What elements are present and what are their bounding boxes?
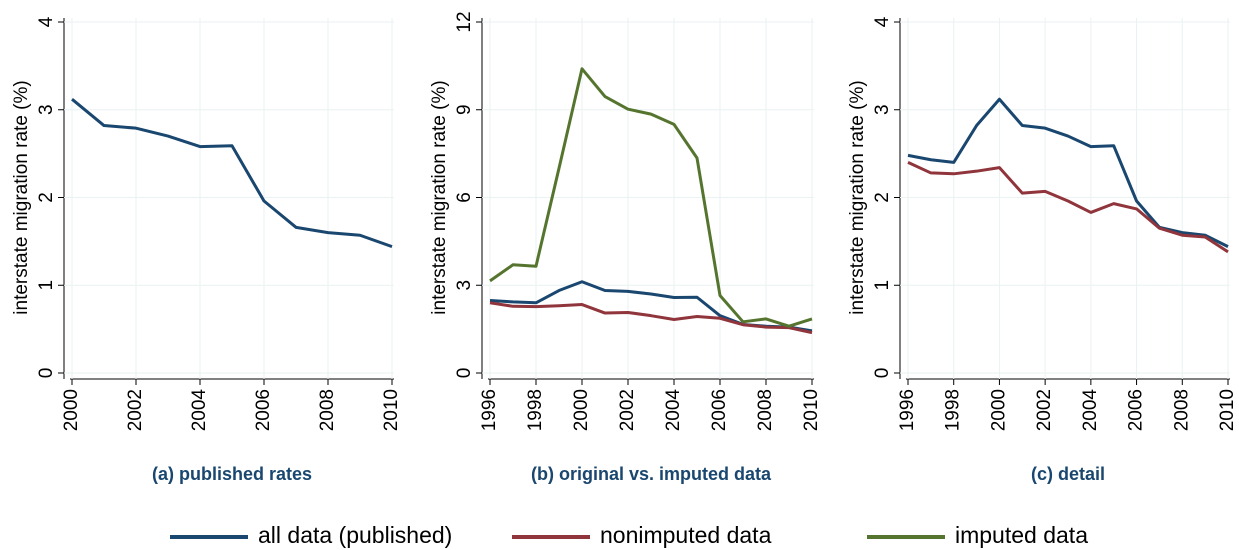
x-tick-label: 2010 [1217,389,1238,431]
x-tick-label: 1998 [943,389,964,431]
x-tick-label: 2004 [663,389,684,432]
x-tick-label: 2010 [381,389,402,431]
y-tick-label: 0 [454,368,475,379]
y-tick-label: 3 [454,280,475,291]
x-tick-label: 2000 [61,389,82,431]
x-tick-label: 2006 [253,389,274,431]
x-tick-label: 2002 [617,389,638,431]
x-tick-label: 1996 [479,389,500,431]
chart-title: (a) published rates [152,464,312,484]
y-tick-label: 1 [36,280,57,291]
x-tick-label: 1996 [897,389,918,431]
y-tick-label: 3 [872,104,893,115]
x-tick-label: 2002 [125,389,146,431]
x-tick-label: 1998 [525,389,546,431]
x-tick-label: 2006 [709,389,730,431]
chart-title: (c) detail [1031,464,1105,484]
line [71,98,393,249]
y-tick-label: 2 [36,192,57,203]
line [907,161,1229,254]
y-axis-label: interstate migration rate (%) [847,80,868,314]
x-tick-label: 2004 [189,389,210,432]
y-tick-label: 0 [36,368,57,379]
x-tick-label: 2008 [755,389,776,431]
y-tick-label: 3 [36,104,57,115]
legend-label: nonimputed data [600,522,772,548]
legend-label: all data (published) [258,522,452,548]
y-tick-label: 4 [872,16,893,27]
y-tick-label: 1 [872,280,893,291]
x-tick-label: 2010 [801,389,822,431]
x-tick-label: 2000 [988,389,1009,431]
x-tick-label: 2004 [1080,389,1101,432]
line [489,67,813,328]
y-tick-label: 9 [454,104,475,115]
y-tick-label: 12 [454,11,475,32]
y-tick-label: 0 [872,368,893,379]
line [907,97,1229,248]
chart-title: (b) original vs. imputed data [531,464,772,484]
x-tick-label: 2008 [1171,389,1192,431]
y-axis-label: interstate migration rate (%) [429,80,450,314]
x-tick-label: 2006 [1126,389,1147,431]
y-axis-label: interstate migration rate (%) [11,80,32,314]
line [489,301,813,335]
y-tick-label: 2 [872,192,893,203]
legend-label: imputed data [955,522,1088,548]
x-tick-label: 2008 [317,389,338,431]
x-tick-label: 2002 [1034,389,1055,431]
y-tick-label: 4 [36,16,57,27]
y-tick-label: 6 [454,192,475,203]
x-tick-label: 2000 [571,389,592,431]
